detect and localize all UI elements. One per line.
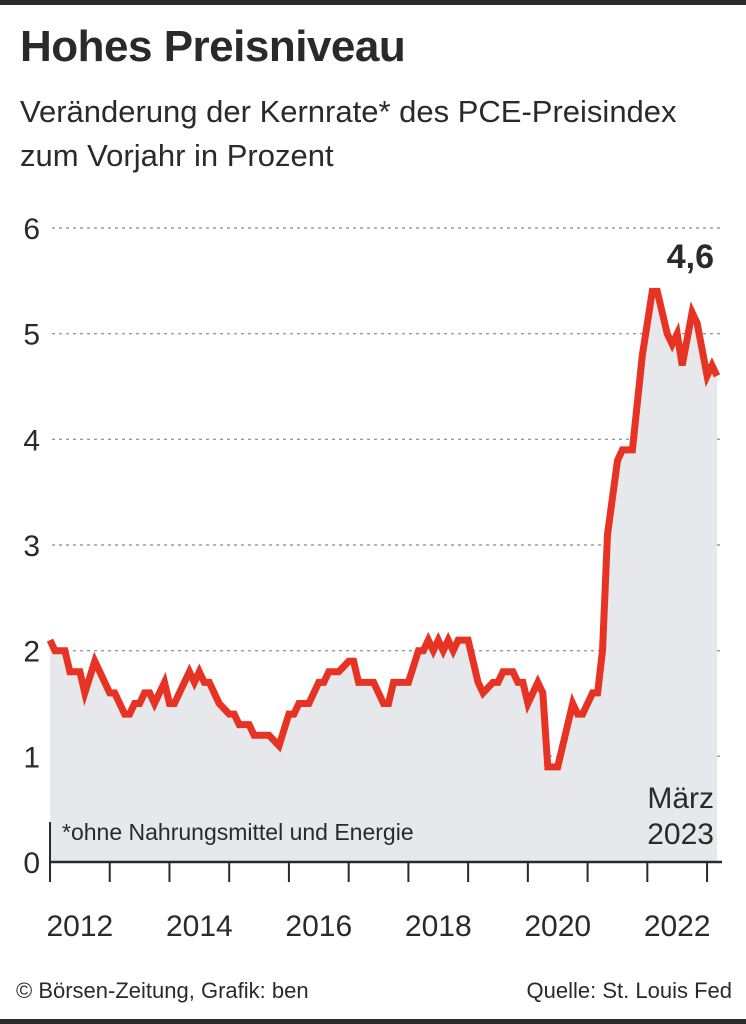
x-tick-label-2014: 2014 bbox=[166, 910, 233, 943]
last-value-label: 4,6 bbox=[667, 238, 714, 276]
chart-title: Hohes Preisniveau bbox=[20, 22, 406, 71]
y-tick-label-4: 4 bbox=[23, 424, 40, 457]
footnote: *ohne Nahrungsmittel und Energie bbox=[62, 819, 414, 845]
x-tick-label-2016: 2016 bbox=[285, 910, 352, 943]
end-month-label: März bbox=[647, 782, 714, 815]
area-layer bbox=[50, 291, 717, 862]
axis-layer bbox=[49, 822, 722, 882]
y-tick-label-6: 6 bbox=[23, 213, 40, 246]
x-tick-label-2020: 2020 bbox=[524, 910, 591, 943]
y-tick-label-5: 5 bbox=[23, 319, 40, 352]
end-year-label: 2023 bbox=[647, 818, 714, 851]
line-layer bbox=[46, 287, 721, 771]
y-tick-label-1: 1 bbox=[23, 741, 40, 774]
copyright-credit: © Börsen-Zeitung, Grafik: ben bbox=[16, 978, 309, 1003]
y-tick-label-3: 3 bbox=[23, 530, 40, 563]
x-tick-label-2018: 2018 bbox=[405, 910, 472, 943]
chart-subtitle: Veränderung der Kernrate* des PCE-Preisi… bbox=[20, 94, 677, 173]
series-line bbox=[46, 287, 721, 771]
y-tick-label-2: 2 bbox=[23, 636, 40, 669]
x-tick-label-2012: 2012 bbox=[46, 910, 113, 943]
label-layer: 0 1 2 3 4 5 6 2012 2014 2016 2018 2020 2022 4,6 März20… bbox=[23, 213, 714, 943]
bottom-rule bbox=[0, 1019, 746, 1024]
y-tick-label-0: 0 bbox=[23, 847, 40, 880]
area-fill bbox=[50, 291, 717, 862]
data-source: Quelle: St. Louis Fed bbox=[526, 978, 732, 1003]
top-rule bbox=[0, 0, 746, 5]
x-tick-label-2022: 2022 bbox=[644, 910, 711, 943]
